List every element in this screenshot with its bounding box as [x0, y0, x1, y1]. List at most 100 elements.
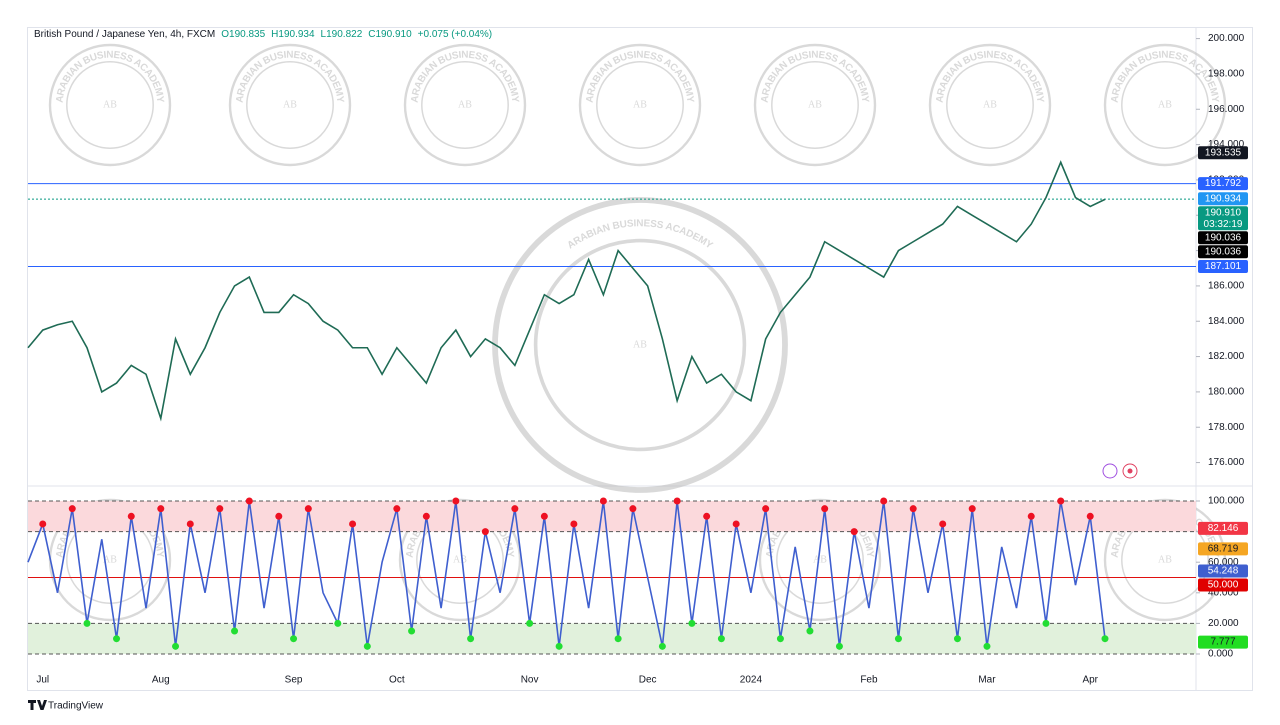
- y-tick-label: 184.000: [1208, 316, 1245, 327]
- wm-initials: AB: [283, 99, 297, 110]
- signal-dot: [481, 528, 489, 536]
- price-label-box: [1198, 146, 1248, 160]
- signal-dot: [363, 642, 371, 650]
- wm-name: ARABIAN BUSINESS ACADEMY: [234, 49, 346, 103]
- signal-dot: [762, 505, 770, 513]
- price-label: 190.934: [1205, 193, 1242, 204]
- wm-initials: AB: [633, 339, 647, 350]
- price-label: 193.535: [1205, 147, 1242, 158]
- wm-ring: [398, 498, 522, 622]
- y-tick-label: 182.000: [1208, 351, 1245, 362]
- signal-dot: [216, 505, 224, 513]
- signal-dot: [909, 505, 917, 513]
- wm-name: ARABIAN BUSINESS ACADEMY: [584, 49, 696, 103]
- price-label-box: [1198, 259, 1248, 273]
- signal-dot: [452, 497, 460, 505]
- series-line: [27, 500, 1106, 647]
- y-tick-label: 20.000: [1208, 618, 1239, 629]
- x-tick-label: Feb: [860, 675, 878, 686]
- signal-dot: [83, 619, 91, 627]
- ohlc: H190.934: [271, 29, 315, 40]
- signal-dot: [1101, 635, 1109, 643]
- countdown: 03:32:19: [1204, 219, 1243, 230]
- ohlc: C190.910: [368, 29, 412, 40]
- signal-dot: [393, 505, 401, 513]
- header: British Pound / Japanese Yen, 4h, FXCM O1…: [34, 29, 492, 40]
- signal-dot: [172, 642, 180, 650]
- signal-dot: [939, 520, 947, 528]
- icon[interactable]: [1102, 463, 1118, 479]
- signal-dot: [1057, 497, 1065, 505]
- signal-dot: [39, 520, 47, 528]
- signal-dot: [290, 635, 298, 643]
- wm-ring: [578, 43, 702, 167]
- x-tick-label: Nov: [521, 675, 539, 686]
- signal-dot: [850, 528, 858, 536]
- wm-name: ARABIAN BUSINESS ACADEMY: [759, 49, 871, 103]
- signal-dot: [113, 635, 121, 643]
- icon-dot: [1127, 468, 1133, 474]
- signal-dot: [349, 520, 357, 528]
- signal-dot: [673, 497, 681, 505]
- y-tick-label: 186.000: [1208, 281, 1245, 292]
- wm-initials: AB: [633, 99, 647, 110]
- price-label: 7.777: [1210, 637, 1235, 648]
- y-tick-label: 194.000: [1208, 139, 1245, 150]
- wm-initials: AB: [458, 99, 472, 110]
- signal-dot: [821, 505, 829, 513]
- signal-dot: [245, 497, 253, 505]
- y-tick-label: 60.000: [1208, 557, 1239, 568]
- y-tick-label: 200.000: [1208, 33, 1245, 44]
- wm-name: ARABIAN BUSINESS ACADEMY: [409, 49, 521, 103]
- wm-ring: [246, 61, 334, 149]
- signal-dot: [68, 505, 76, 513]
- wm-ring: [946, 61, 1034, 149]
- change: +0.075 (+0.04%): [418, 29, 493, 40]
- signal-dot: [186, 520, 194, 528]
- wm-name: ARABIAN BUSINESS ACADEMY: [1109, 49, 1221, 103]
- wm-ring: [596, 61, 684, 149]
- price-label: 50.000: [1208, 580, 1239, 591]
- wm-name: ARABIAN BUSINESS ACADEMY: [584, 49, 696, 103]
- frame: [27, 27, 1253, 691]
- signal-dot: [835, 642, 843, 650]
- price-label: 68.719: [1208, 544, 1239, 555]
- wm-name: ARABIAN BUSINESS ACADEMY: [934, 49, 1046, 103]
- signal-dot: [127, 512, 135, 520]
- signal-dot: [894, 635, 902, 643]
- wm-ring: [758, 498, 882, 622]
- icon[interactable]: [1122, 463, 1138, 479]
- price-label: 190.036: [1205, 232, 1242, 243]
- wm-name: ARABIAN BUSINESS ACADEMY: [934, 49, 1046, 103]
- signal-dot: [540, 512, 548, 520]
- wm-initials: AB: [808, 99, 822, 110]
- wm-ring: [753, 43, 877, 167]
- x-tick-label: Aug: [152, 675, 170, 686]
- signal-dot: [1027, 512, 1035, 520]
- wm-ring: [403, 43, 527, 167]
- wm-name: ARABIAN BUSINESS ACADEMY: [234, 49, 346, 103]
- wm-initials: AB: [813, 554, 827, 565]
- signal-dot: [526, 619, 534, 627]
- symbol: British Pound / Japanese Yen, 4h, FXCM: [34, 29, 215, 40]
- signal-dot: [776, 635, 784, 643]
- brand: TradingView: [48, 701, 104, 712]
- price-label: 191.792: [1205, 178, 1242, 189]
- signal-dot: [275, 512, 283, 520]
- x-tick-label: Jul: [36, 675, 49, 686]
- signal-dot: [511, 505, 519, 513]
- price-label-box: [1198, 206, 1248, 231]
- price-label-box: [1198, 564, 1248, 578]
- y-tick-label: 198.000: [1208, 69, 1245, 80]
- signal-dot: [629, 505, 637, 513]
- wm-initials: AB: [103, 99, 117, 110]
- wm-name: ARABIAN BUSINESS ACADEMY: [1109, 49, 1221, 103]
- wm-ring: [1103, 498, 1227, 622]
- y-tick-label: 100.000: [1208, 496, 1245, 507]
- wm-ring: [533, 238, 747, 452]
- signal-dot: [422, 512, 430, 520]
- wm-name: ARABIAN BUSINESS ACADEMY: [565, 218, 715, 251]
- wm-ring: [1121, 61, 1209, 149]
- y-tick-label: 196.000: [1208, 104, 1245, 115]
- zone: [28, 623, 1196, 654]
